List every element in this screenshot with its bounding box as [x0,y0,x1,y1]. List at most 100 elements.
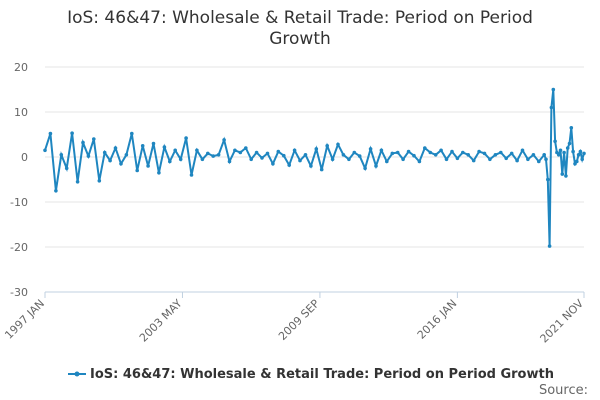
data-point[interactable] [461,150,465,155]
data-point[interactable] [379,148,384,153]
data-point[interactable] [303,153,308,157]
data-point[interactable] [444,157,449,162]
data-point[interactable] [455,156,460,161]
data-point[interactable] [206,151,210,156]
data-point[interactable] [233,148,237,153]
data-point[interactable] [64,166,69,171]
data-point[interactable] [108,158,112,163]
data-point[interactable] [244,146,248,150]
data-point[interactable] [70,131,74,135]
data-point[interactable] [173,148,177,153]
data-point[interactable] [319,167,324,172]
data-point[interactable] [546,177,550,182]
data-point[interactable] [260,156,264,160]
data-point[interactable] [189,173,194,177]
data-point[interactable] [565,146,570,150]
data-point[interactable] [282,153,286,158]
data-point[interactable] [556,153,561,157]
data-point[interactable] [385,159,389,164]
data-point[interactable] [222,138,226,142]
data-point[interactable] [195,148,199,153]
data-point[interactable] [92,137,96,141]
data-point[interactable] [466,153,471,157]
data-point[interactable] [549,105,554,110]
data-point[interactable] [560,172,565,176]
data-point[interactable] [54,189,58,193]
data-point[interactable] [395,150,400,155]
data-point[interactable] [162,145,167,149]
data-point[interactable] [542,153,546,157]
data-point[interactable] [558,148,563,153]
data-point[interactable] [146,164,150,168]
data-point[interactable] [298,158,302,163]
data-point[interactable] [59,153,64,157]
data-point[interactable] [504,156,509,161]
data-point[interactable] [520,148,525,153]
data-point[interactable] [249,157,253,162]
data-point[interactable] [428,150,433,155]
data-point[interactable] [130,131,134,136]
data-point[interactable] [564,174,568,178]
data-point[interactable] [265,151,270,156]
data-point[interactable] [493,153,498,157]
data-point[interactable] [357,154,362,158]
data-point[interactable] [81,140,85,145]
data-point[interactable] [544,157,548,162]
legend-label[interactable]: IoS: 46&47: Wholesale & Retail Trade: Pe… [90,367,554,382]
data-point[interactable] [287,163,292,167]
data-point[interactable] [227,159,232,164]
data-point[interactable] [292,148,297,153]
data-point[interactable] [537,159,541,164]
data-point[interactable] [401,157,405,162]
data-point[interactable] [406,149,411,154]
data-point[interactable] [102,150,107,155]
data-point[interactable] [352,150,357,155]
data-point[interactable] [423,146,427,150]
data-point[interactable] [135,168,139,173]
data-point[interactable] [330,157,335,162]
data-point[interactable] [515,158,519,163]
data-point[interactable] [526,157,530,162]
data-point[interactable] [314,147,319,151]
data-point[interactable] [276,149,281,154]
data-point[interactable] [325,144,330,148]
data-point[interactable] [48,131,53,136]
data-point[interactable] [576,153,581,157]
data-point[interactable] [75,180,80,184]
data-point[interactable] [341,153,346,157]
data-point[interactable] [562,150,566,155]
data-point[interactable] [390,151,395,156]
data-point[interactable] [211,154,215,158]
data-point[interactable] [433,153,438,157]
data-point[interactable] [347,157,351,162]
data-point[interactable] [309,164,313,168]
data-point[interactable] [151,141,156,146]
data-point[interactable] [374,164,378,168]
data-point[interactable] [254,150,259,155]
data-point[interactable] [336,142,340,147]
data-point[interactable] [200,157,205,162]
data-point[interactable] [477,149,481,154]
data-point[interactable] [157,171,161,175]
data-point[interactable] [482,151,487,156]
data-point[interactable] [412,153,416,158]
data-point[interactable] [86,154,91,158]
data-point[interactable] [569,126,574,130]
data-point[interactable] [368,147,373,151]
data-point[interactable] [509,151,514,156]
data-point[interactable] [97,179,102,183]
data-point[interactable] [43,148,47,153]
data-point[interactable] [578,149,583,154]
data-point[interactable] [582,151,586,156]
data-point[interactable] [238,150,243,155]
data-point[interactable] [488,157,492,162]
data-point[interactable] [178,157,183,162]
data-point[interactable] [119,162,123,166]
data-point[interactable] [168,159,172,164]
data-point[interactable] [551,87,556,92]
data-point[interactable] [471,158,476,163]
data-point[interactable] [363,166,367,171]
data-point[interactable] [124,153,129,157]
data-point[interactable] [531,153,536,157]
data-point[interactable] [571,149,575,154]
